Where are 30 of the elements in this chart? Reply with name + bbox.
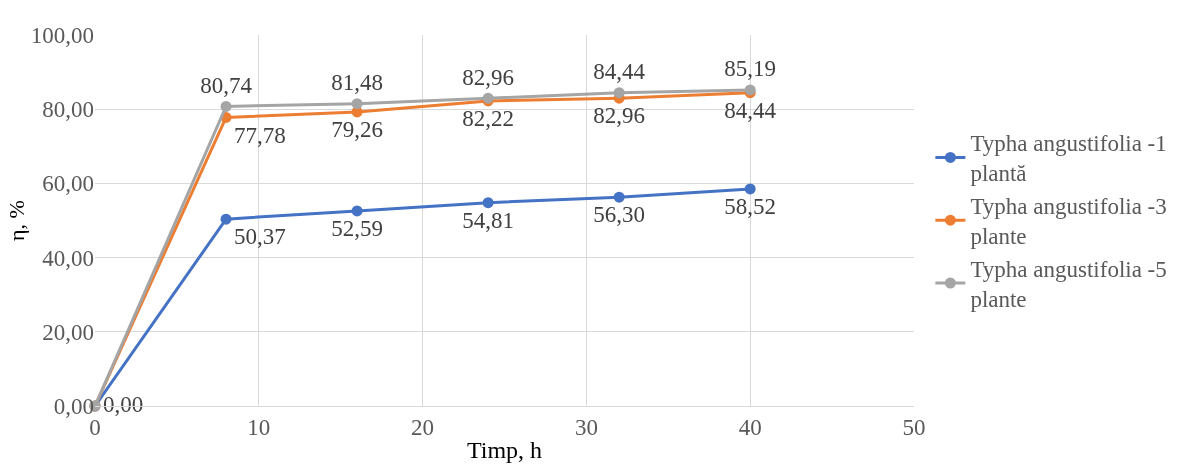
y-tick-label: 100,00 (30, 23, 94, 49)
legend-label: Typha angustifolia -5 plante (970, 257, 1167, 312)
data-label: 77,78 (233, 122, 286, 148)
y-tick-label: 80,00 (42, 97, 94, 123)
data-label: 81,48 (331, 70, 383, 96)
x-tick-label: 10 (247, 414, 271, 440)
x-tick-label: 30 (574, 414, 598, 440)
legend-label: Typha angustifolia -1 plantă (970, 131, 1167, 187)
x-tick-label: 40 (738, 414, 762, 440)
legend-label: Typha angustifolia -3 plante (970, 194, 1167, 250)
data-label: 50,37 (233, 224, 286, 250)
x-tick-label: 50 (902, 414, 926, 440)
data-label: 54,81 (462, 207, 514, 233)
y-tick-label: 20,00 (42, 319, 94, 345)
data-label: 84,44 (724, 97, 777, 123)
data-label: 82,96 (593, 103, 646, 129)
data-label: 80,74 (200, 72, 253, 98)
data-label: 56,30 (593, 202, 646, 228)
y-tick-label: 40,00 (42, 245, 94, 271)
y-axis-title: η, % (3, 200, 29, 241)
data-label: 79,26 (331, 117, 383, 143)
data-label: 84,44 (593, 59, 646, 85)
data-label: 82,22 (462, 106, 514, 132)
x-tick-label: 20 (411, 414, 435, 440)
x-axis-title: Timp, h (466, 436, 543, 463)
data-label: 82,96 (462, 64, 514, 90)
data-label: 52,59 (331, 216, 383, 242)
y-tick-label: 60,00 (42, 171, 94, 197)
data-label: 58,52 (724, 194, 777, 220)
data-label: 85,19 (724, 56, 777, 82)
